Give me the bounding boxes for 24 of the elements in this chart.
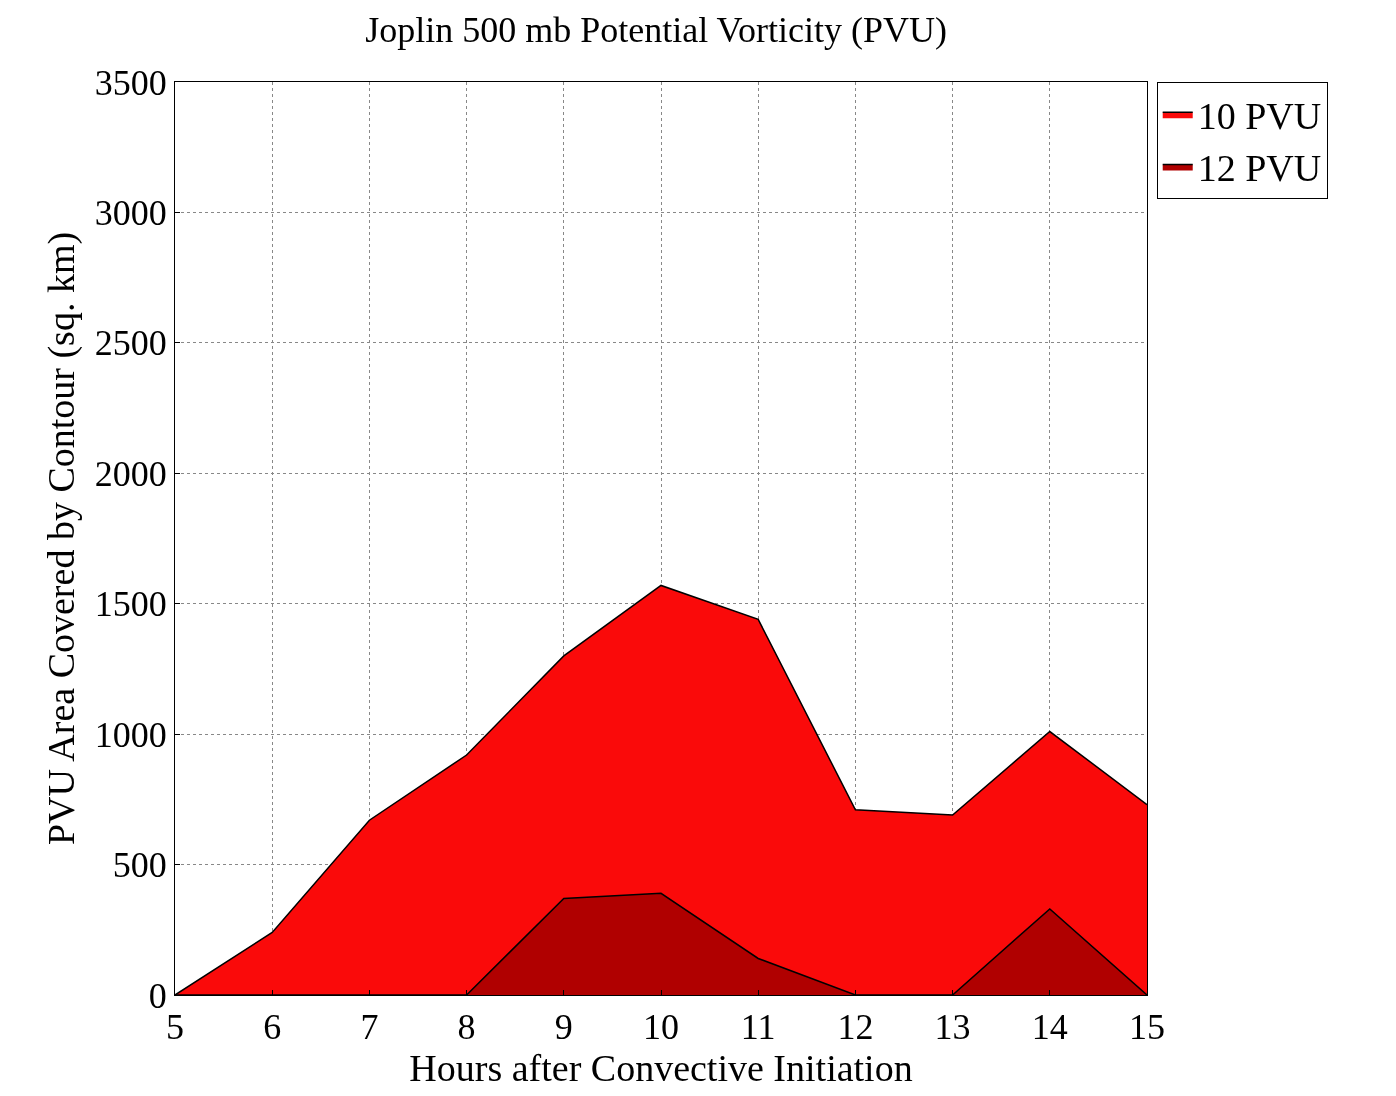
x-tick-label: 14 <box>1031 1007 1068 1048</box>
y-tick-label: 3000 <box>94 193 167 234</box>
y-tick-label: 500 <box>112 845 167 886</box>
x-tick-label: 12 <box>837 1007 874 1048</box>
y-tick-label: 2500 <box>94 323 167 364</box>
x-tick-label: 5 <box>166 1007 184 1048</box>
x-tick-label: 11 <box>740 1007 776 1048</box>
x-tick-label: 9 <box>554 1007 573 1048</box>
y-tick-label: 3500 <box>94 62 167 103</box>
y-axis-title: PVU Area Covered by Contour (sq. km) <box>40 231 83 846</box>
x-tick-label: 6 <box>263 1007 282 1048</box>
y-tick-label: 0 <box>148 975 167 1016</box>
y-tick-label: 1500 <box>94 584 167 625</box>
x-tick-label: 8 <box>457 1007 476 1048</box>
legend-label: 10 PVU <box>1197 95 1322 138</box>
chart-title: Joplin 500 mb Potential Vorticity (PVU) <box>365 9 947 50</box>
x-axis-title: Hours after Convective Initiation <box>409 1047 913 1090</box>
y-tick-label: 2000 <box>94 453 167 494</box>
x-tick-label: 7 <box>360 1007 379 1048</box>
legend-label: 12 PVU <box>1197 147 1322 190</box>
x-tick-label: 13 <box>934 1007 971 1048</box>
y-tick-label: 1000 <box>94 714 167 755</box>
x-tick-label: 15 <box>1129 1007 1165 1048</box>
x-tick-label: 10 <box>643 1007 679 1048</box>
